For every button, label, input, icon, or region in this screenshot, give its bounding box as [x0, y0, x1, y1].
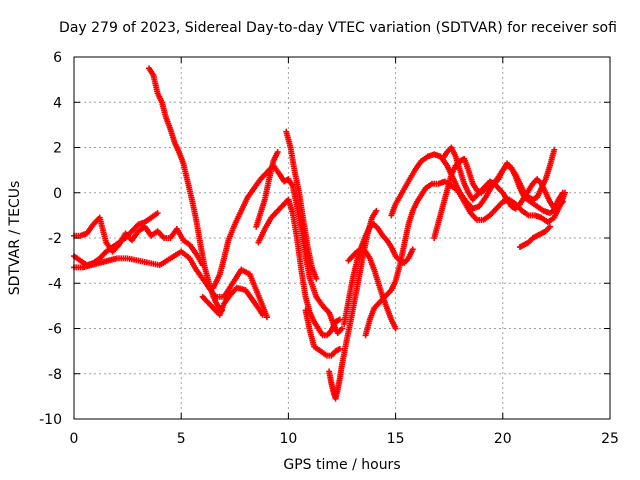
data-point	[559, 198, 566, 205]
series-sat-j	[302, 307, 343, 359]
series-sat-e	[199, 284, 266, 318]
data-point	[392, 325, 399, 332]
y-tick-label: -4	[48, 276, 62, 292]
data-point	[336, 316, 343, 323]
x-axis-label: GPS time / hours	[283, 457, 400, 473]
series-sat-q	[439, 144, 566, 212]
y-tick-label: -6	[48, 322, 62, 338]
y-tick-label: -2	[48, 231, 62, 247]
data-point	[551, 146, 558, 153]
data-point	[259, 311, 266, 318]
x-tick-label: 15	[387, 431, 405, 447]
y-tick-label: -8	[48, 367, 62, 383]
x-tick-label: 20	[494, 431, 512, 447]
y-axis-label: SDTVAR / TECUs	[7, 181, 23, 296]
series-sat-l	[341, 221, 416, 327]
y-tick-label: -10	[39, 412, 62, 428]
y-tick-label: 4	[53, 95, 62, 111]
series-sat-a	[71, 214, 206, 269]
x-tick-label: 5	[177, 431, 186, 447]
data-point	[339, 325, 345, 332]
series-sat-h	[283, 128, 320, 282]
series-sat-m	[345, 246, 399, 332]
x-tick-label: 0	[70, 431, 79, 447]
data-point	[373, 207, 380, 214]
data-point	[274, 149, 281, 156]
series-sat-r	[516, 223, 553, 251]
axis-ticks: 0 5 10 15 20 25 -10 -8 -6 -4 -2 0 2 4 6	[39, 50, 619, 447]
data-point	[409, 246, 416, 253]
data-marks	[71, 65, 568, 402]
y-tick-label: 0	[53, 186, 62, 202]
series-sat-i	[255, 196, 343, 339]
chart-title: Day 279 of 2023, Sidereal Day-to-day VTE…	[59, 20, 617, 36]
y-tick-label: 2	[53, 141, 62, 157]
series-sat-c	[71, 248, 270, 321]
series-sat-d	[146, 65, 225, 314]
data-point	[263, 314, 270, 321]
data-point	[559, 189, 566, 196]
series-sat-g	[253, 149, 281, 230]
data-point	[154, 210, 161, 217]
data-point	[546, 223, 553, 230]
y-tick-label: 6	[53, 50, 62, 66]
data-point	[313, 275, 320, 282]
data-point	[336, 345, 343, 352]
x-tick-label: 25	[601, 431, 619, 447]
x-tick-label: 10	[279, 431, 297, 447]
